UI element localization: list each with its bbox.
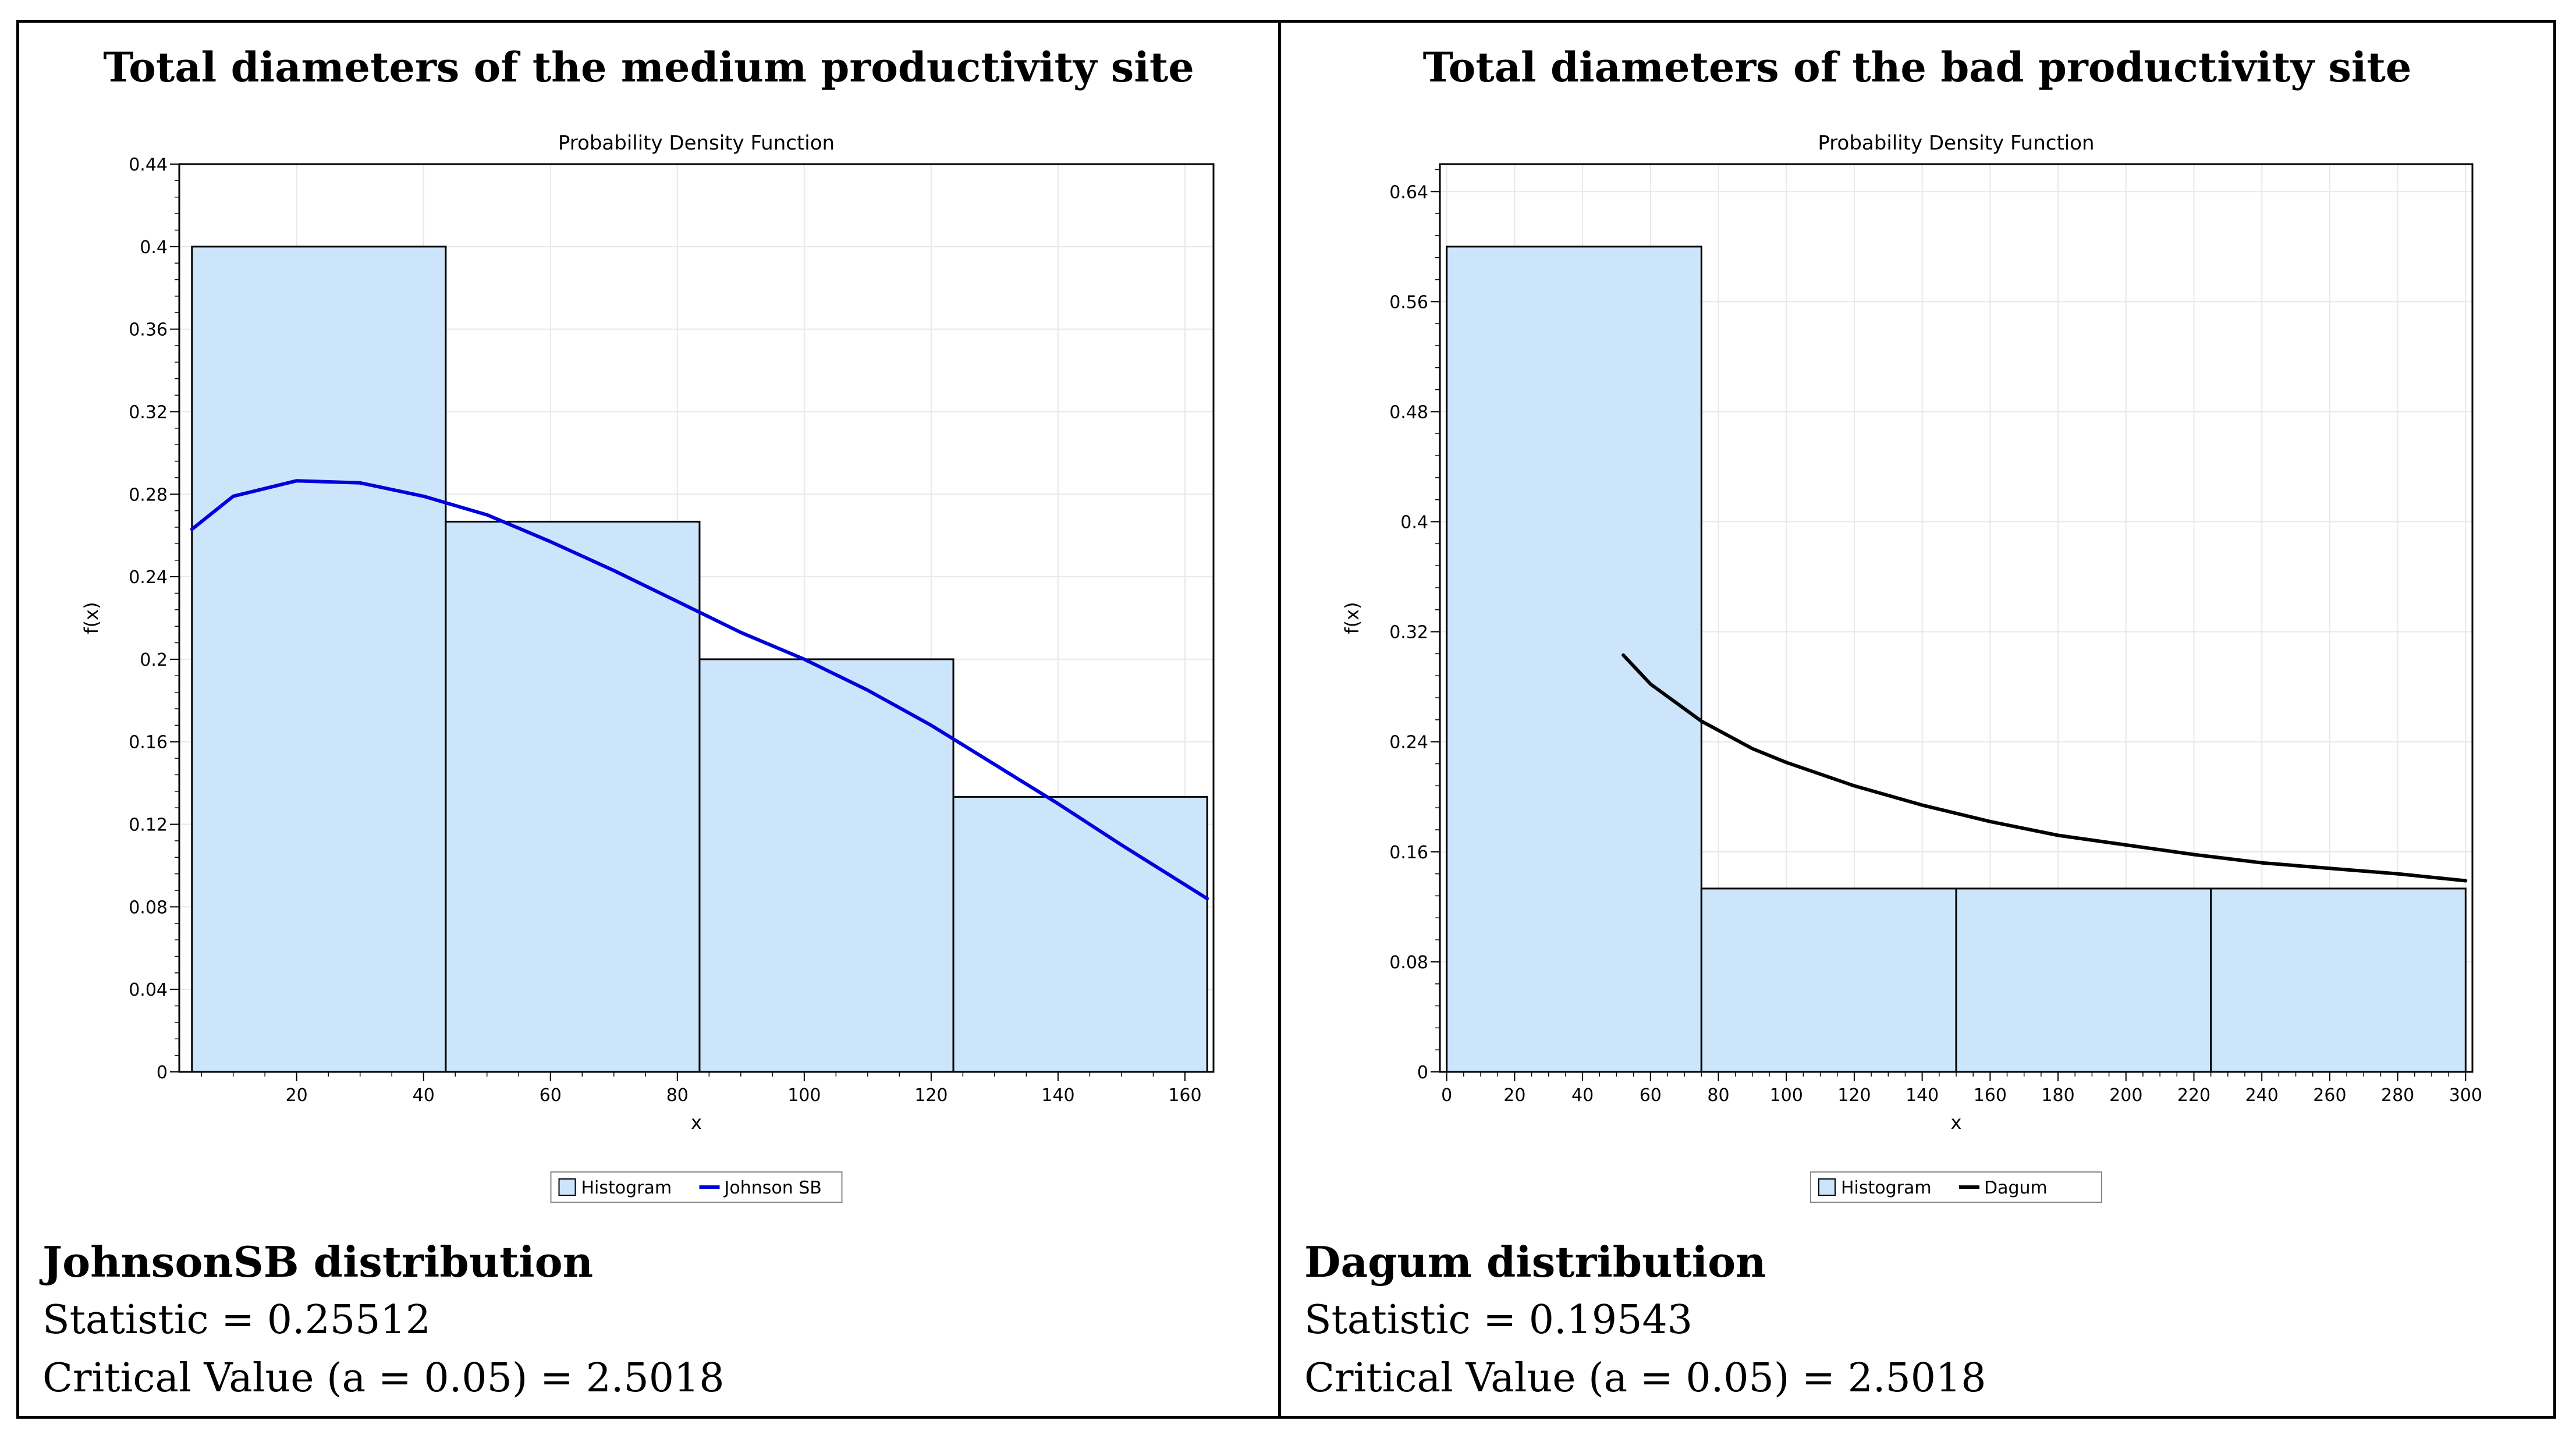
x-tick-label: 220 — [2177, 1085, 2210, 1106]
x-tick-label: 100 — [787, 1085, 821, 1106]
x-tick-label: 40 — [413, 1085, 435, 1106]
x-tick-label: 60 — [540, 1085, 562, 1106]
legend-histogram-swatch — [558, 1178, 576, 1196]
figure-frame — [16, 20, 2556, 1419]
y-tick-label: 0.16 — [1389, 843, 1428, 863]
panel-bad-site: Total diameters of the bad productivity … — [1281, 20, 2553, 1419]
x-tick-label: 280 — [2381, 1085, 2414, 1106]
chart-medium-site: Probability Density Function 0 0.04 0.08 0.1… — [80, 132, 1215, 1203]
x-tick-label: 120 — [914, 1085, 948, 1106]
stats-block: Dagum distribution Statistic = 0.19543 C… — [1304, 1233, 1986, 1408]
legend-curve-label: Dagum — [1984, 1178, 2048, 1198]
legend-histogram-label: Histogram — [1841, 1178, 1932, 1198]
y-tick-label: 0.64 — [1389, 182, 1428, 203]
legend-box — [550, 1171, 843, 1203]
histogram-bar — [952, 795, 1208, 1073]
x-tick-label: 160 — [1974, 1085, 2007, 1106]
histogram-bar — [191, 246, 447, 1073]
chart-title: Probability Density Function — [558, 132, 835, 155]
y-tick-label: 0.24 — [1389, 733, 1428, 753]
x-tick-label: 140 — [1906, 1085, 1939, 1106]
y-tick-label: 0 — [1417, 1063, 1428, 1083]
y-tick-label: 0.32 — [129, 402, 168, 422]
critical-value: Critical Value (a = 0.05) = 2.5018 — [1304, 1355, 1986, 1401]
x-tick-label: 140 — [1041, 1085, 1074, 1106]
x-tick-label: 0 — [1441, 1085, 1452, 1106]
x-axis-label: x — [1951, 1111, 1962, 1134]
histogram-bar — [445, 520, 701, 1073]
x-tick-label: 20 — [1503, 1085, 1525, 1106]
histogram-bar — [1700, 887, 1957, 1073]
x-tick-label: 240 — [2245, 1085, 2279, 1106]
x-tick-label: 160 — [1168, 1085, 1201, 1106]
y-tick-label: 0.04 — [129, 980, 168, 1000]
distribution-name: JohnsonSB distribution — [42, 1237, 594, 1287]
x-axis-label: x — [691, 1111, 702, 1134]
fitted-curve-line — [190, 479, 1209, 901]
y-tick-label: 0.08 — [1389, 953, 1428, 973]
y-tick-label: 0.48 — [1389, 402, 1428, 422]
statistic-value: Statistic = 0.19543 — [1304, 1297, 1693, 1343]
y-tick-label: 0.12 — [129, 815, 168, 836]
statistic-value: Statistic = 0.25512 — [42, 1297, 431, 1343]
legend-histogram-label: Histogram — [581, 1178, 672, 1198]
x-tick-label: 260 — [2313, 1085, 2346, 1106]
y-tick-label: 0.32 — [1389, 623, 1428, 643]
legend-histogram-swatch — [1818, 1178, 1836, 1196]
y-tick-label: 0 — [157, 1063, 168, 1083]
y-tick-label: 0.28 — [129, 485, 168, 505]
y-tick-label: 0.4 — [140, 237, 168, 258]
y-axis-label: f(x) — [80, 602, 102, 634]
histogram-bar — [698, 658, 955, 1073]
y-tick-label: 0.4 — [1400, 513, 1428, 533]
x-tick-label: 80 — [1707, 1085, 1729, 1106]
x-tick-label: 80 — [666, 1085, 689, 1106]
fitted-curve-line — [1621, 653, 2468, 883]
y-tick-label: 0.16 — [129, 733, 168, 753]
legend-curve-label: Johnson SB — [723, 1178, 822, 1198]
y-axis-label: f(x) — [1341, 602, 1363, 634]
x-tick-label: 60 — [1640, 1085, 1662, 1106]
histogram-bar — [1955, 887, 2212, 1073]
critical-value: Critical Value (a = 0.05) = 2.5018 — [42, 1355, 725, 1401]
histogram-bar — [2210, 887, 2467, 1073]
panel-divider — [1278, 20, 1281, 1419]
x-tick-label: 200 — [2109, 1085, 2142, 1106]
y-tick-label: 0.24 — [129, 567, 168, 588]
y-tick-label: 0.2 — [140, 650, 168, 670]
y-tick-label: 0.36 — [129, 320, 168, 340]
chart-title: Probability Density Function — [1818, 132, 2094, 155]
x-tick-label: 120 — [1837, 1085, 1871, 1106]
panel-medium-site: Total diameters of the medium productivi… — [19, 20, 1278, 1419]
histogram-bar — [1446, 246, 1702, 1073]
y-tick-label: 0.44 — [129, 155, 168, 175]
legend-box — [1810, 1171, 2102, 1203]
plot-frame — [178, 163, 1215, 1073]
distribution-name: Dagum distribution — [1304, 1237, 1766, 1287]
panel-title: Total diameters of the bad productivity … — [1422, 43, 2412, 91]
chart-bad-site: Probability Density Function 0 0.08 0.16 0.2… — [1341, 132, 2482, 1203]
y-tick-label: 0.08 — [129, 897, 168, 918]
panel-title: Total diameters of the medium productivi… — [103, 43, 1194, 91]
y-tick-label: 0.56 — [1389, 292, 1428, 312]
x-tick-label: 300 — [2449, 1085, 2482, 1106]
stats-block: JohnsonSB distribution Statistic = 0.255… — [42, 1233, 725, 1408]
x-tick-label: 20 — [286, 1085, 308, 1106]
x-tick-label: 180 — [2041, 1085, 2074, 1106]
x-tick-label: 40 — [1571, 1085, 1594, 1106]
x-tick-label: 100 — [1770, 1085, 1803, 1106]
